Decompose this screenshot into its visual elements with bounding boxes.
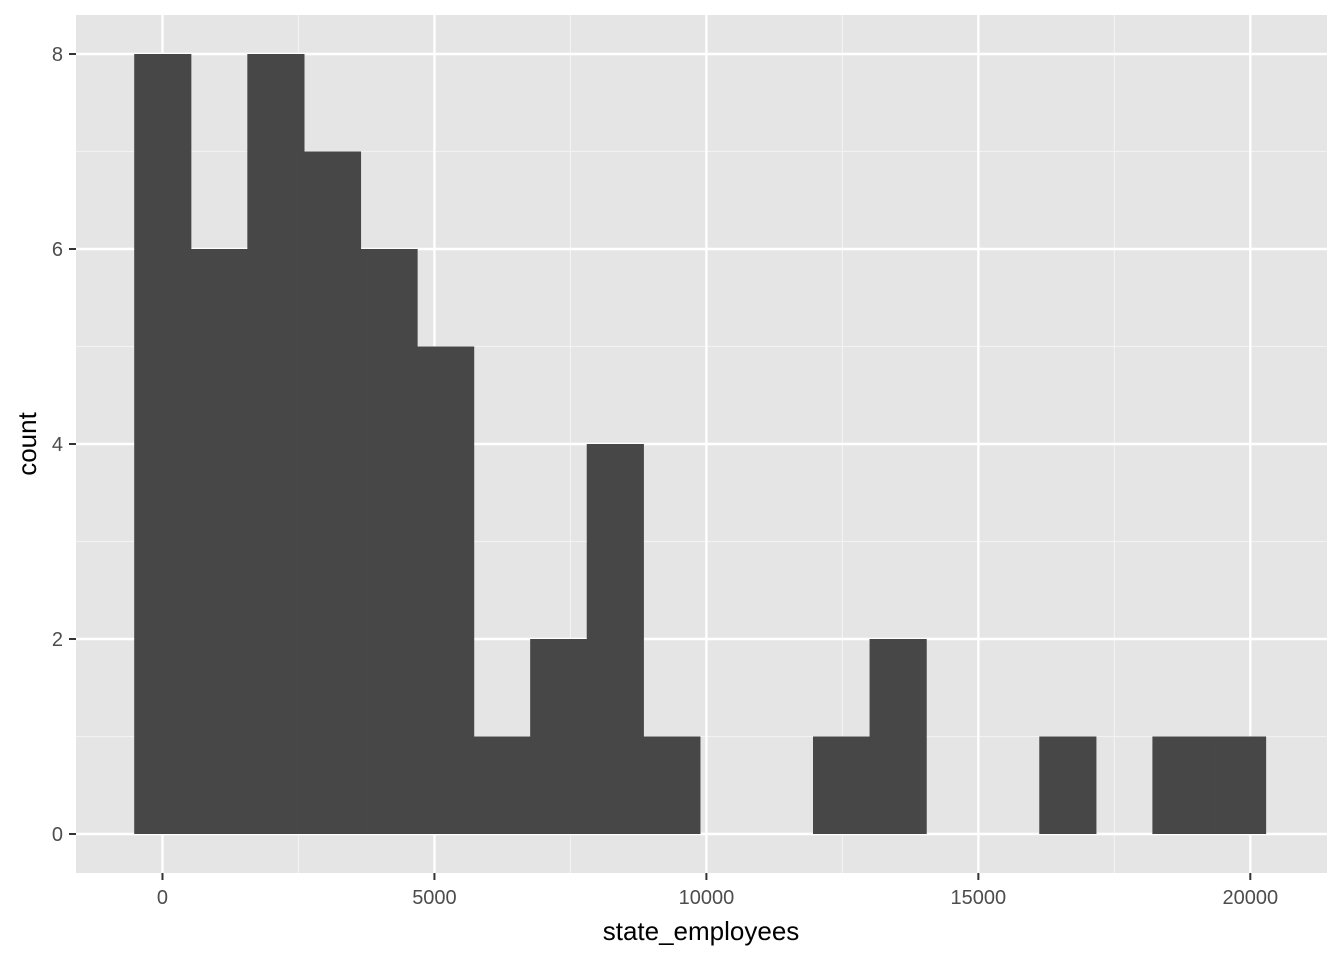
histogram-bars [134,54,1267,834]
histogram-bar [586,444,644,834]
x-tick-label: 20000 [1222,887,1278,909]
histogram-bar [190,249,248,834]
histogram-bar [530,639,588,834]
x-tick-label: 0 [157,887,168,909]
histogram-bar [1039,736,1097,834]
y-axis-title: count [12,411,42,475]
x-axis: 0 5000 10000 15000 20000 [157,873,1278,909]
y-tick-label: 6 [52,239,63,261]
histogram-bar [813,736,871,834]
y-axis: 0 2 4 6 8 [52,44,76,846]
histogram-bar [1152,736,1210,834]
x-axis-title: state_employees [603,916,800,946]
x-tick-label: 15000 [951,887,1007,909]
y-tick-label: 4 [52,434,63,456]
histogram-bar [360,249,418,834]
x-tick-label: 5000 [412,887,457,909]
histogram-bar [417,346,475,834]
x-tick-label: 10000 [679,887,735,909]
histogram-bar [134,54,192,834]
histogram-bar [869,639,927,834]
y-tick-label: 2 [52,629,63,651]
histogram-bar [473,736,531,834]
histogram-bar [247,54,305,834]
histogram-bar [1208,736,1267,834]
histogram-bar [643,736,701,834]
y-tick-label: 8 [52,44,63,66]
histogram-bar [303,151,362,834]
y-tick-label: 0 [52,824,63,846]
